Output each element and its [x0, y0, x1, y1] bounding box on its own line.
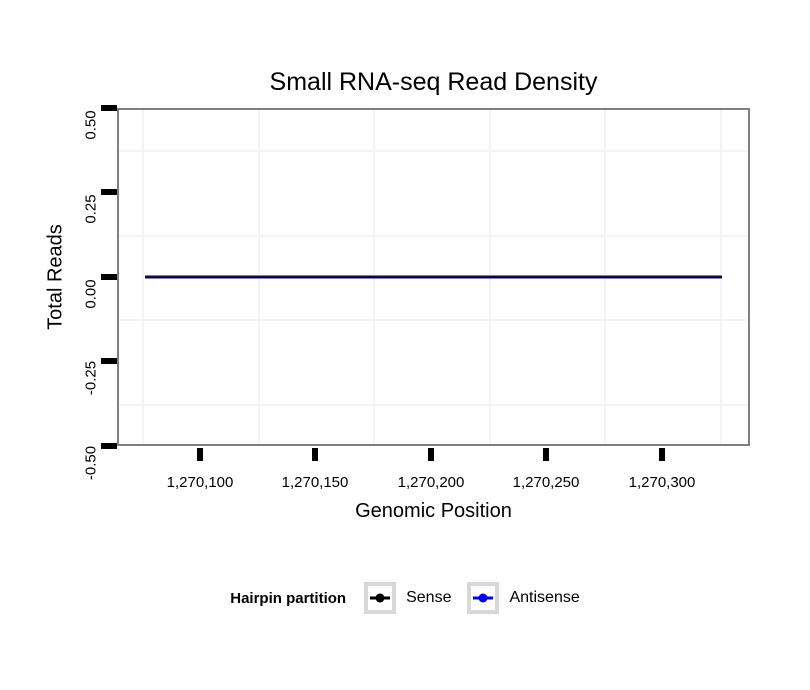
grid-minor-hline	[119, 404, 748, 406]
x-axis-tick-label: 1,270,300	[628, 474, 696, 491]
y-axis-tick	[101, 105, 117, 111]
plot-panel	[117, 108, 750, 446]
grid-minor-hline	[119, 235, 748, 237]
x-axis-tick	[312, 448, 318, 461]
legend-label-sense: Sense	[406, 589, 452, 606]
legend-label-antisense: Antisense	[509, 589, 580, 606]
y-axis-tick-label: -0.50	[82, 445, 100, 481]
y-axis-tick	[101, 189, 117, 195]
y-axis-tick-label: -0.25	[82, 360, 100, 396]
x-axis-tick-label: 1,270,200	[397, 474, 465, 491]
x-axis-tick-label: 1,270,150	[281, 474, 349, 491]
x-axis-title: Genomic Position	[355, 500, 512, 522]
x-axis-tick	[659, 448, 665, 461]
legend-key-antisense	[467, 582, 500, 614]
legend: Hairpin partition Sense Antisense	[0, 580, 810, 616]
x-axis-tick	[428, 448, 434, 461]
x-axis-tick-label: 1,270,250	[512, 474, 580, 491]
y-axis-tick-label: 0.00	[82, 279, 100, 309]
y-axis-title: Total Reads	[44, 224, 67, 330]
legend-title: Hairpin partition	[230, 589, 347, 607]
grid-minor-hline	[119, 319, 748, 321]
grid-minor-vline	[142, 110, 144, 444]
y-axis-tick	[101, 274, 117, 280]
sense-point-icon	[375, 593, 385, 603]
x-axis-tick	[543, 448, 549, 461]
y-axis-tick	[101, 443, 117, 449]
y-axis-tick-label: 0.25	[82, 194, 100, 224]
antisense-point-icon	[478, 593, 488, 603]
x-axis-tick-label: 1,270,100	[166, 474, 234, 491]
legend-key-sense	[364, 582, 397, 614]
x-axis-tick	[197, 448, 203, 461]
chart-title: Small RNA-seq Read Density	[269, 68, 598, 96]
y-axis-tick-label: 0.50	[82, 110, 100, 140]
read-density-line	[145, 275, 722, 279]
grid-minor-hline	[119, 150, 748, 152]
y-axis-tick	[101, 358, 117, 364]
